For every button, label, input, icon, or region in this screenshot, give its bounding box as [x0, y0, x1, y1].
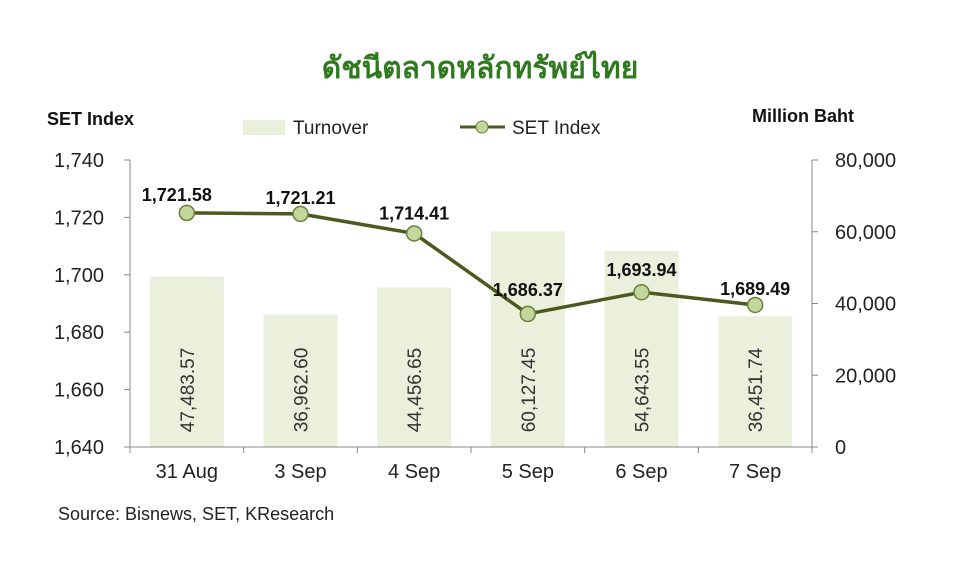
- bar-turnover: [263, 314, 338, 447]
- bar-data-label: 54,643.55: [633, 348, 654, 433]
- right-tick-label: 60,000: [835, 222, 896, 244]
- legend-swatch-set-marker: [475, 120, 489, 134]
- bar-data-label: 36,962.60: [292, 348, 313, 433]
- bar-turnover: [149, 276, 224, 447]
- line-data-label: 1,693.94: [606, 260, 676, 280]
- x-tick-label: 3 Sep: [274, 461, 326, 483]
- x-tick-label: 4 Sep: [388, 461, 440, 483]
- right-tick-label: 0: [835, 437, 846, 459]
- line-data-label: 1,721.21: [265, 188, 335, 208]
- line-data-label: 1,714.41: [379, 203, 449, 223]
- legend-label-turnover: Turnover: [293, 118, 369, 139]
- right-tick-label: 80,000: [835, 150, 896, 172]
- left-tick-label: 1,680: [54, 322, 104, 344]
- point-set-index: [292, 205, 309, 223]
- left-tick-label: 1,700: [54, 265, 104, 287]
- point-set-index: [746, 296, 764, 314]
- point-set-index: [633, 283, 650, 301]
- source-note: Source: Bisnews, SET, KResearch: [58, 504, 334, 524]
- chart-title: ดัชนีตลาดหลักทรัพย์ไทย: [322, 50, 639, 86]
- legend: Turnover SET Index: [243, 118, 601, 139]
- legend-swatch-turnover: [243, 120, 285, 135]
- line-data-label: 1,686.37: [493, 280, 563, 300]
- x-tick-label: 5 Sep: [502, 461, 554, 483]
- point-set-index: [519, 305, 537, 323]
- left-tick-label: 1,640: [54, 437, 104, 459]
- x-tick-label: 31 Aug: [156, 461, 218, 483]
- x-tick-label: 7 Sep: [729, 461, 781, 483]
- left-tick-label: 1,720: [54, 207, 104, 229]
- right-tick-label: 40,000: [835, 294, 896, 316]
- line-set-index: [186, 211, 756, 316]
- line-data-label: 1,689.49: [720, 279, 790, 299]
- right-tick-label: 20,000: [835, 365, 896, 387]
- legend-label-set-index: SET Index: [512, 118, 601, 139]
- point-set-index: [405, 225, 423, 242]
- left-axis-label: SET Index: [47, 109, 134, 129]
- bar-turnover: [490, 231, 565, 447]
- line-data-label: 1,721.58: [142, 185, 212, 205]
- x-tick-label: 6 Sep: [615, 461, 667, 483]
- left-tick-label: 1,740: [54, 150, 104, 172]
- bar-data-label: 60,127.45: [519, 348, 540, 433]
- bar-turnover: [377, 287, 452, 447]
- bar-data-label: 44,456.65: [405, 348, 426, 433]
- bar-data-label: 47,483.57: [178, 348, 199, 433]
- bar-data-label: 36,451.74: [746, 347, 767, 432]
- left-tick-label: 1,660: [54, 380, 104, 402]
- bar-turnover: [718, 316, 793, 447]
- point-set-index: [178, 204, 196, 222]
- right-axis-label: Million Baht: [752, 106, 854, 126]
- bar-turnover: [604, 250, 679, 447]
